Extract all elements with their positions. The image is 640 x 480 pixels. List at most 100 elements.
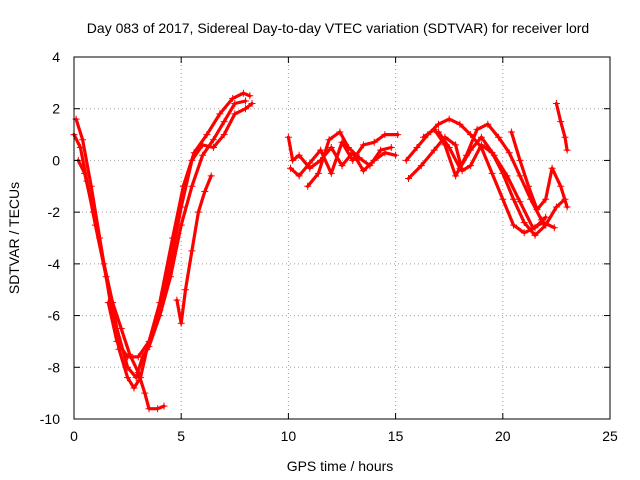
data-point [239,89,247,97]
data-point [344,144,352,151]
data-point [417,162,425,170]
y-tick-label: -8 [48,359,61,375]
data-point [359,141,367,149]
series-arc-11 [420,120,545,224]
x-tick-label: 0 [70,428,78,444]
series-trace [509,130,569,212]
data-point [194,208,202,216]
data-point [284,133,292,141]
series-trace [421,122,543,222]
series-trace [554,101,569,152]
x-tick-label: 25 [602,428,618,444]
data-point [377,146,385,154]
data-point [113,337,121,345]
data-point [327,169,335,177]
data-point [477,141,485,149]
series-arc-5 [173,172,215,327]
data-point [477,133,485,141]
data-point [507,128,515,136]
series-arc-12 [435,128,558,232]
data-point [510,221,517,229]
data-point [359,167,367,175]
data-point [473,125,481,133]
data-point [242,105,249,113]
data-point [199,141,207,149]
data-point [145,405,153,413]
data-point [201,188,209,195]
data-point [499,195,507,203]
data-point [387,144,395,151]
y-tick-label: -4 [48,256,61,272]
data-point [430,146,438,154]
data-point [516,156,524,164]
data-point [452,141,460,149]
data-point [182,286,189,294]
data-point [220,118,228,126]
data-point [557,118,565,126]
data-point [199,151,207,159]
data-point [117,325,125,332]
data-point [295,172,303,180]
data-point [394,131,402,139]
data-point [177,319,185,327]
data-point [516,198,524,206]
series-trace [76,158,166,411]
data-point [552,100,560,107]
data-point [548,164,556,172]
data-point [467,146,475,154]
series-arc-14 [552,100,571,154]
data-point [188,182,196,190]
data-point [89,208,97,216]
data-point [81,169,89,177]
data-point [156,306,164,314]
data-point [488,169,496,177]
data-point [505,149,513,157]
data-point [531,231,539,239]
data-point [452,172,460,180]
data-point [207,172,215,180]
data-point [405,175,412,182]
data-point [349,156,357,164]
data-point [160,402,168,410]
plot-frame [73,56,611,420]
data-series [70,89,571,413]
data-point [177,203,185,211]
y-tick-label: -10 [40,411,60,427]
data-point [104,299,112,307]
data-point [246,92,254,100]
data-point [533,206,541,214]
data-point [338,162,346,170]
data-point [289,156,297,164]
data-point [188,156,196,164]
data-point [79,136,87,144]
data-point [141,389,149,397]
data-point [336,128,344,136]
data-point [510,195,517,203]
y-axis-label: SDTVAR / TECUs [6,182,22,294]
data-point [314,169,322,177]
data-point [130,384,138,392]
data-point [355,154,363,162]
data-point [516,172,524,180]
data-point [467,162,475,170]
x-tick-label: 10 [281,428,297,444]
data-point [503,172,511,180]
data-point [231,100,239,107]
data-point [167,260,174,268]
y-tick-label: 2 [52,101,60,117]
series-arc-1 [70,97,249,382]
data-point [366,162,374,170]
x-axis-label: GPS time / hours [287,458,394,474]
data-point [563,203,571,211]
data-point [370,138,378,146]
series-arc-4 [104,100,256,361]
data-point [525,182,532,190]
data-point [231,110,239,118]
x-tick-label: 20 [495,428,511,444]
data-point [209,136,217,144]
data-point [100,260,108,268]
x-tick-label: 5 [177,428,185,444]
data-point [220,131,228,139]
data-point [456,164,464,172]
